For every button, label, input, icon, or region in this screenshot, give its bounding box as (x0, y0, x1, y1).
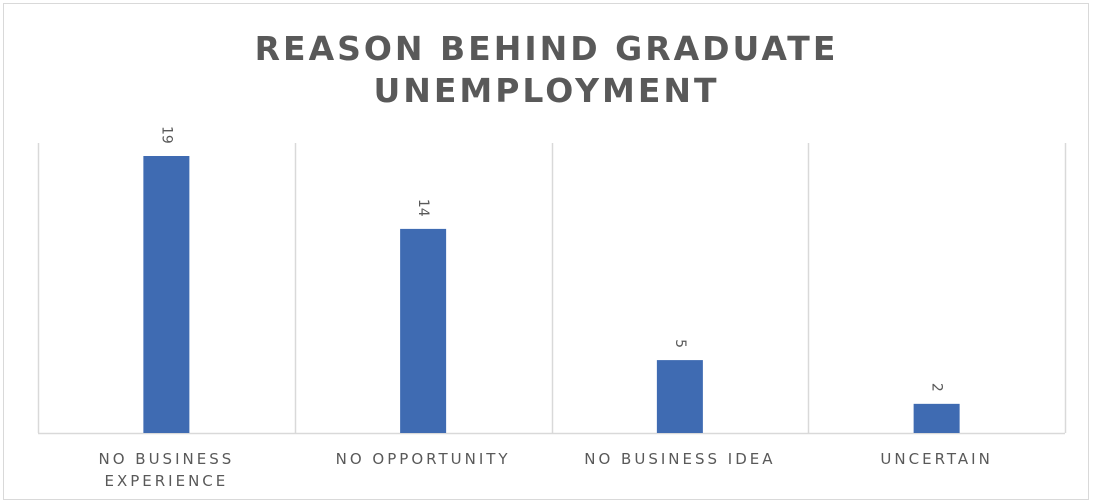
x-tick-label: UNCERTAIN (880, 450, 992, 468)
data-label: 2 (929, 383, 945, 392)
chart-title-line-1: REASON BEHIND GRADUATE (254, 29, 839, 68)
x-tick-label: NO BUSINESS IDEA (584, 450, 775, 468)
x-tick-label: NO OPPORTUNITY (336, 450, 511, 468)
chart-title-line-2: UNEMPLOYMENT (373, 71, 720, 110)
data-label: 14 (415, 199, 431, 217)
chart-frame (3, 3, 1089, 500)
data-label: 5 (672, 339, 688, 348)
data-label: 19 (158, 126, 174, 144)
x-tick-label: EXPERIENCE (104, 472, 228, 490)
x-tick-label: NO BUSINESS (98, 450, 234, 468)
bar (913, 403, 960, 433)
bar (656, 360, 703, 433)
bar (143, 156, 190, 433)
chart-title: REASON BEHIND GRADUATE UNEMPLOYMENT (0, 28, 1093, 112)
bar (400, 228, 447, 433)
